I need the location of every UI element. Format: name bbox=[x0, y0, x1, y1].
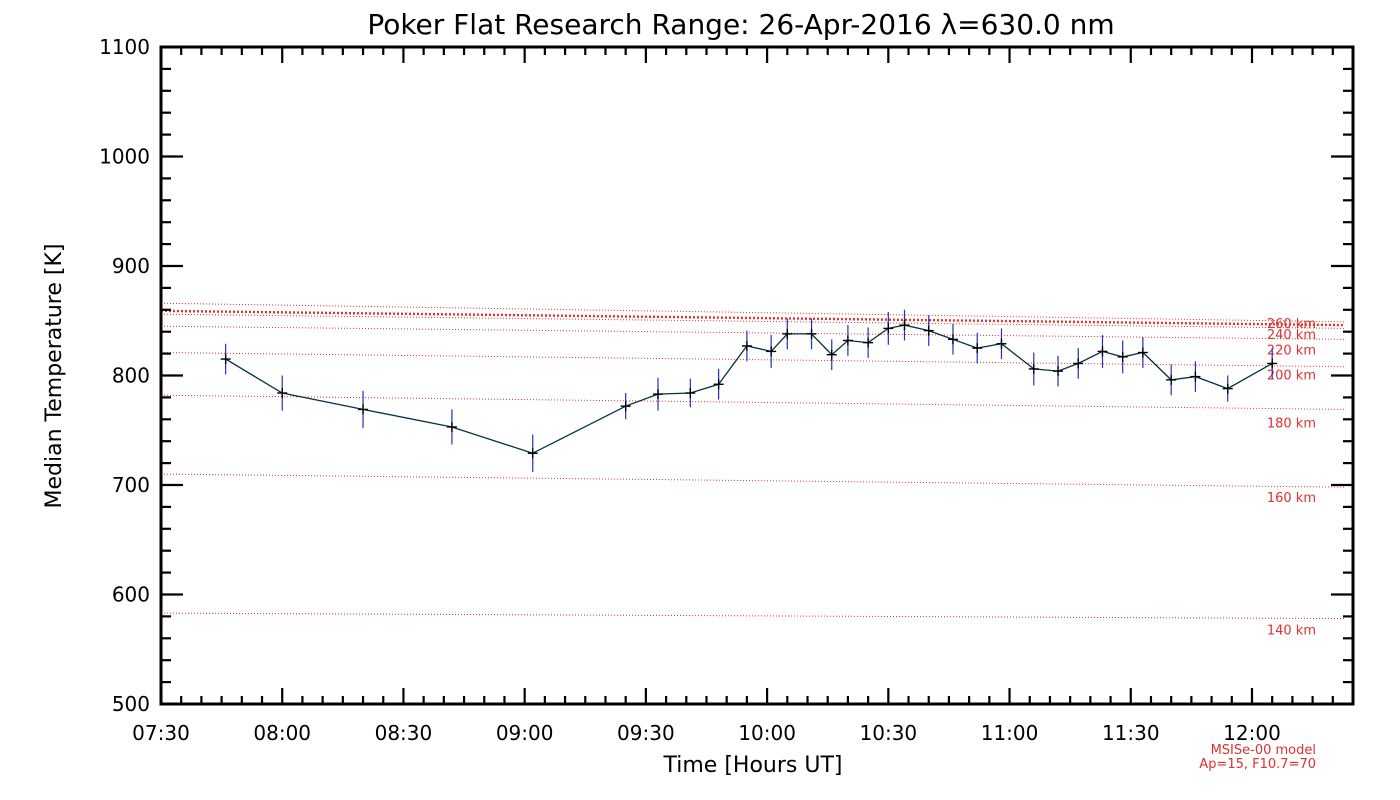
axis-ticks bbox=[159, 45, 1355, 706]
model-info-line-1: MSISe-00 model bbox=[1211, 743, 1316, 758]
model-label-160-km: 160 km bbox=[1267, 491, 1316, 506]
data-point bbox=[842, 335, 853, 346]
model-info-line-2: Ap=15, F10.7=70 bbox=[1199, 757, 1316, 772]
model-label-200-km: 200 km bbox=[1267, 369, 1316, 384]
series-line bbox=[225, 324, 1273, 454]
data-point bbox=[446, 421, 457, 432]
y-tick-label: 700 bbox=[112, 473, 150, 497]
model-line-200-km bbox=[160, 352, 1346, 368]
data-point bbox=[1028, 363, 1039, 374]
data-point bbox=[883, 323, 894, 334]
data-point bbox=[1190, 371, 1201, 382]
data-point bbox=[220, 354, 231, 365]
data-point bbox=[996, 338, 1007, 349]
data-point bbox=[1166, 374, 1177, 385]
data-series bbox=[220, 309, 1278, 472]
y-tick-label: 600 bbox=[112, 583, 150, 607]
model-label-220-km: 220 km bbox=[1267, 343, 1316, 358]
model-lines bbox=[160, 302, 1346, 620]
data-point bbox=[1117, 351, 1128, 362]
x-tick-label: 09:30 bbox=[617, 721, 675, 745]
x-tick-label: 10:00 bbox=[738, 721, 796, 745]
x-axis-tick-labels: 07:30 08:00 08:30 09:00 09:30 10:00 10:30 11:00… bbox=[132, 721, 1281, 745]
data-point bbox=[863, 337, 874, 348]
data-point bbox=[713, 379, 724, 390]
data-point bbox=[620, 401, 631, 412]
plot-frame bbox=[159, 45, 1355, 706]
x-tick-label: 09:00 bbox=[496, 721, 554, 745]
y-tick-label: 900 bbox=[112, 254, 150, 278]
model-line-180-km bbox=[160, 394, 1346, 410]
x-tick-label: 08:00 bbox=[253, 721, 311, 745]
data-point bbox=[923, 325, 934, 336]
y-tick-label: 800 bbox=[112, 364, 150, 388]
y-tick-label: 1000 bbox=[99, 145, 150, 169]
data-point bbox=[653, 389, 664, 400]
y-axis-tick-labels: 500 600 700 800 900 1000 1100 bbox=[99, 35, 150, 716]
data-point bbox=[527, 448, 538, 459]
model-line-220-km bbox=[160, 325, 1346, 340]
x-tick-label: 11:30 bbox=[1102, 721, 1160, 745]
model-label-180-km: 180 km bbox=[1267, 417, 1316, 432]
x-tick-label: 08:30 bbox=[375, 721, 433, 745]
data-point bbox=[1053, 366, 1064, 377]
data-point bbox=[826, 349, 837, 360]
data-point bbox=[1097, 346, 1108, 357]
x-axis-label: Time [Hours UT] bbox=[663, 753, 843, 778]
y-tick-label: 500 bbox=[112, 692, 150, 716]
data-point bbox=[766, 346, 777, 357]
y-axis-label: Median Temperature [K] bbox=[42, 244, 67, 509]
data-point bbox=[899, 320, 910, 331]
x-tick-label: 07:30 bbox=[132, 721, 190, 745]
data-point bbox=[806, 328, 817, 339]
model-line-160-km bbox=[160, 473, 1346, 488]
data-point bbox=[947, 334, 958, 345]
x-tick-label: 10:30 bbox=[860, 721, 918, 745]
data-point bbox=[1137, 347, 1148, 358]
model-label-140-km: 140 km bbox=[1267, 624, 1316, 639]
x-tick-label: 11:00 bbox=[981, 721, 1039, 745]
data-point bbox=[1267, 358, 1278, 369]
data-point bbox=[972, 343, 983, 354]
data-point bbox=[782, 328, 793, 339]
model-label-260-km: 260 km bbox=[1267, 317, 1316, 332]
model-line-140-km bbox=[160, 612, 1346, 620]
data-point bbox=[1222, 383, 1233, 394]
data-point bbox=[741, 340, 752, 351]
chart-title: Poker Flat Research Range: 26-Apr-2016 λ… bbox=[367, 8, 1114, 41]
model-line-model-mean bbox=[160, 309, 1346, 327]
data-point bbox=[1073, 358, 1084, 369]
data-point bbox=[358, 404, 369, 415]
y-tick-label: 1100 bbox=[99, 35, 150, 59]
model-label-240-km: 240 km bbox=[1267, 328, 1316, 343]
model-line-240-km bbox=[160, 313, 1346, 329]
x-tick-label: 12:00 bbox=[1223, 721, 1281, 745]
data-point bbox=[277, 388, 288, 399]
data-point bbox=[685, 388, 696, 399]
